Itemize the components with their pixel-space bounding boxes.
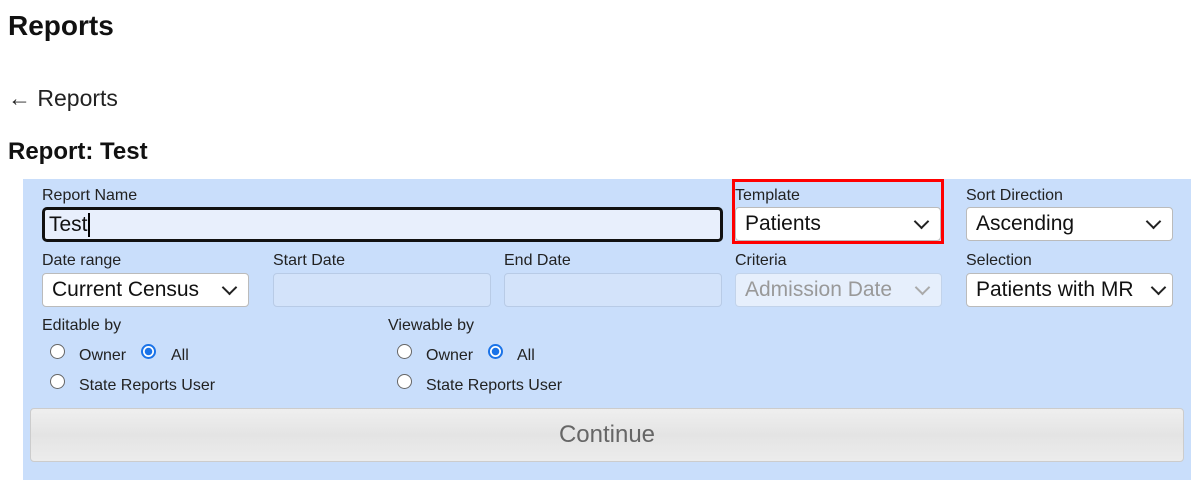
criteria-value: Admission Date xyxy=(745,278,893,301)
continue-button[interactable]: Continue xyxy=(30,408,1184,462)
page-title: Reports xyxy=(8,10,114,41)
viewable-all-label: All xyxy=(517,347,535,364)
start-date-label: Start Date xyxy=(273,252,346,269)
template-select[interactable]: Patients xyxy=(735,207,941,241)
chevron-down-icon xyxy=(914,279,931,295)
end-date-label: End Date xyxy=(504,252,571,269)
editable-all-radio[interactable] xyxy=(141,344,156,359)
report-heading: Report: Test xyxy=(8,138,148,165)
editable-state-reports-user-label: State Reports User xyxy=(79,377,216,394)
chevron-down-icon xyxy=(1150,279,1167,295)
editable-state-reports-user-radio[interactable] xyxy=(50,374,65,389)
viewable-owner-label: Owner xyxy=(426,347,474,364)
viewable-state-reports-user-radio[interactable] xyxy=(397,374,412,389)
date-range-label: Date range xyxy=(42,252,122,269)
report-name-input[interactable]: Test xyxy=(42,207,723,242)
report-name-value: Test xyxy=(49,212,90,237)
date-range-value: Current Census xyxy=(52,278,200,301)
start-date-input[interactable] xyxy=(273,273,491,307)
viewable-all-radio[interactable] xyxy=(488,344,503,359)
back-to-reports-link[interactable]: ← Reports xyxy=(8,85,118,111)
selection-select[interactable]: Patients with MR xyxy=(966,273,1173,307)
editable-owner-radio[interactable] xyxy=(50,344,65,359)
editable-by-label: Editable by xyxy=(42,317,122,334)
selection-value: Patients with MR xyxy=(976,278,1134,301)
template-label: Template xyxy=(735,187,800,204)
template-value: Patients xyxy=(745,212,821,235)
date-range-select[interactable]: Current Census xyxy=(42,273,249,307)
criteria-label: Criteria xyxy=(735,252,787,269)
sort-direction-select[interactable]: Ascending xyxy=(966,207,1173,241)
selection-label: Selection xyxy=(966,252,1032,269)
viewable-by-label: Viewable by xyxy=(388,317,474,334)
template-highlight-box xyxy=(732,179,944,244)
viewable-owner-radio[interactable] xyxy=(397,344,412,359)
criteria-select: Admission Date xyxy=(735,273,942,307)
chevron-down-icon xyxy=(221,279,238,295)
editable-all-label: All xyxy=(171,347,189,364)
report-name-label: Report Name xyxy=(42,187,138,204)
chevron-down-icon xyxy=(1145,213,1162,229)
editable-owner-label: Owner xyxy=(79,347,127,364)
end-date-input[interactable] xyxy=(504,273,722,307)
sort-direction-label: Sort Direction xyxy=(966,187,1063,204)
sort-direction-value: Ascending xyxy=(976,212,1075,235)
viewable-state-reports-user-label: State Reports User xyxy=(426,377,563,394)
